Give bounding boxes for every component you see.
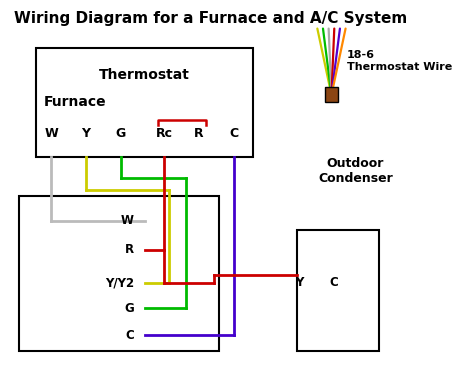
- Text: Y: Y: [295, 276, 303, 289]
- Text: G: G: [124, 301, 134, 315]
- Text: R: R: [194, 127, 204, 140]
- Text: R: R: [125, 243, 134, 256]
- Text: 18-6
Thermostat Wire: 18-6 Thermostat Wire: [346, 50, 452, 72]
- Text: C: C: [329, 276, 338, 289]
- Text: Rc: Rc: [156, 127, 173, 140]
- Bar: [297, 230, 379, 351]
- Bar: [325, 87, 337, 102]
- Text: Wiring Diagram for a Furnace and A/C System: Wiring Diagram for a Furnace and A/C Sys…: [14, 11, 408, 26]
- Text: Furnace: Furnace: [44, 95, 107, 109]
- Text: G: G: [116, 127, 126, 140]
- Text: W: W: [45, 127, 58, 140]
- Bar: [19, 196, 219, 351]
- Bar: [36, 48, 253, 157]
- Text: Outdoor
Condenser: Outdoor Condenser: [318, 157, 393, 185]
- Text: C: C: [125, 329, 134, 342]
- Text: Y: Y: [82, 127, 91, 140]
- Text: W: W: [121, 214, 134, 227]
- Text: Thermostat: Thermostat: [99, 68, 190, 82]
- Text: C: C: [229, 127, 238, 140]
- Bar: [325, 87, 337, 102]
- Text: Y/Y2: Y/Y2: [105, 276, 134, 289]
